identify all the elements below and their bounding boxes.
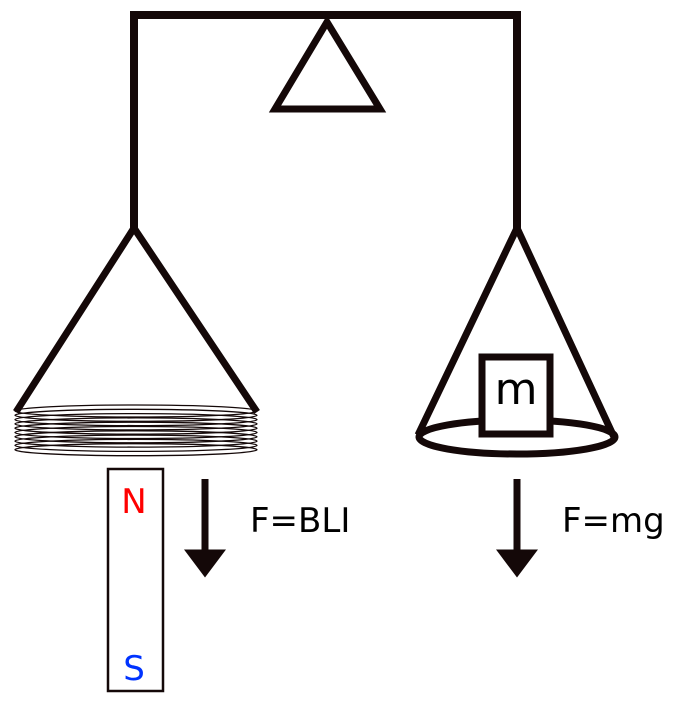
right-force-label: F=mg <box>562 501 665 541</box>
fulcrum-triangle <box>268 15 387 113</box>
magnet <box>106 467 165 693</box>
coil-winding <box>14 408 258 422</box>
coil-winding <box>14 417 258 431</box>
right-pan-hanger <box>414 219 618 439</box>
mass-label: m <box>495 364 538 415</box>
left-pan-hanger <box>13 221 260 414</box>
coil-winding <box>14 421 258 435</box>
coil-winding <box>14 438 258 453</box>
coil-winding <box>14 412 258 427</box>
coil-winding <box>14 425 258 440</box>
coil-winding <box>14 404 258 418</box>
magnet-south-label: S <box>123 649 145 689</box>
mass-box <box>478 353 554 438</box>
balance-beam <box>130 11 521 232</box>
coil-winding <box>14 434 258 448</box>
magnet-north-label: N <box>121 482 146 522</box>
left-force-label: F=BLI <box>250 501 350 541</box>
coil-winding <box>14 430 258 444</box>
coil <box>14 404 258 457</box>
coil-winding <box>14 443 258 457</box>
